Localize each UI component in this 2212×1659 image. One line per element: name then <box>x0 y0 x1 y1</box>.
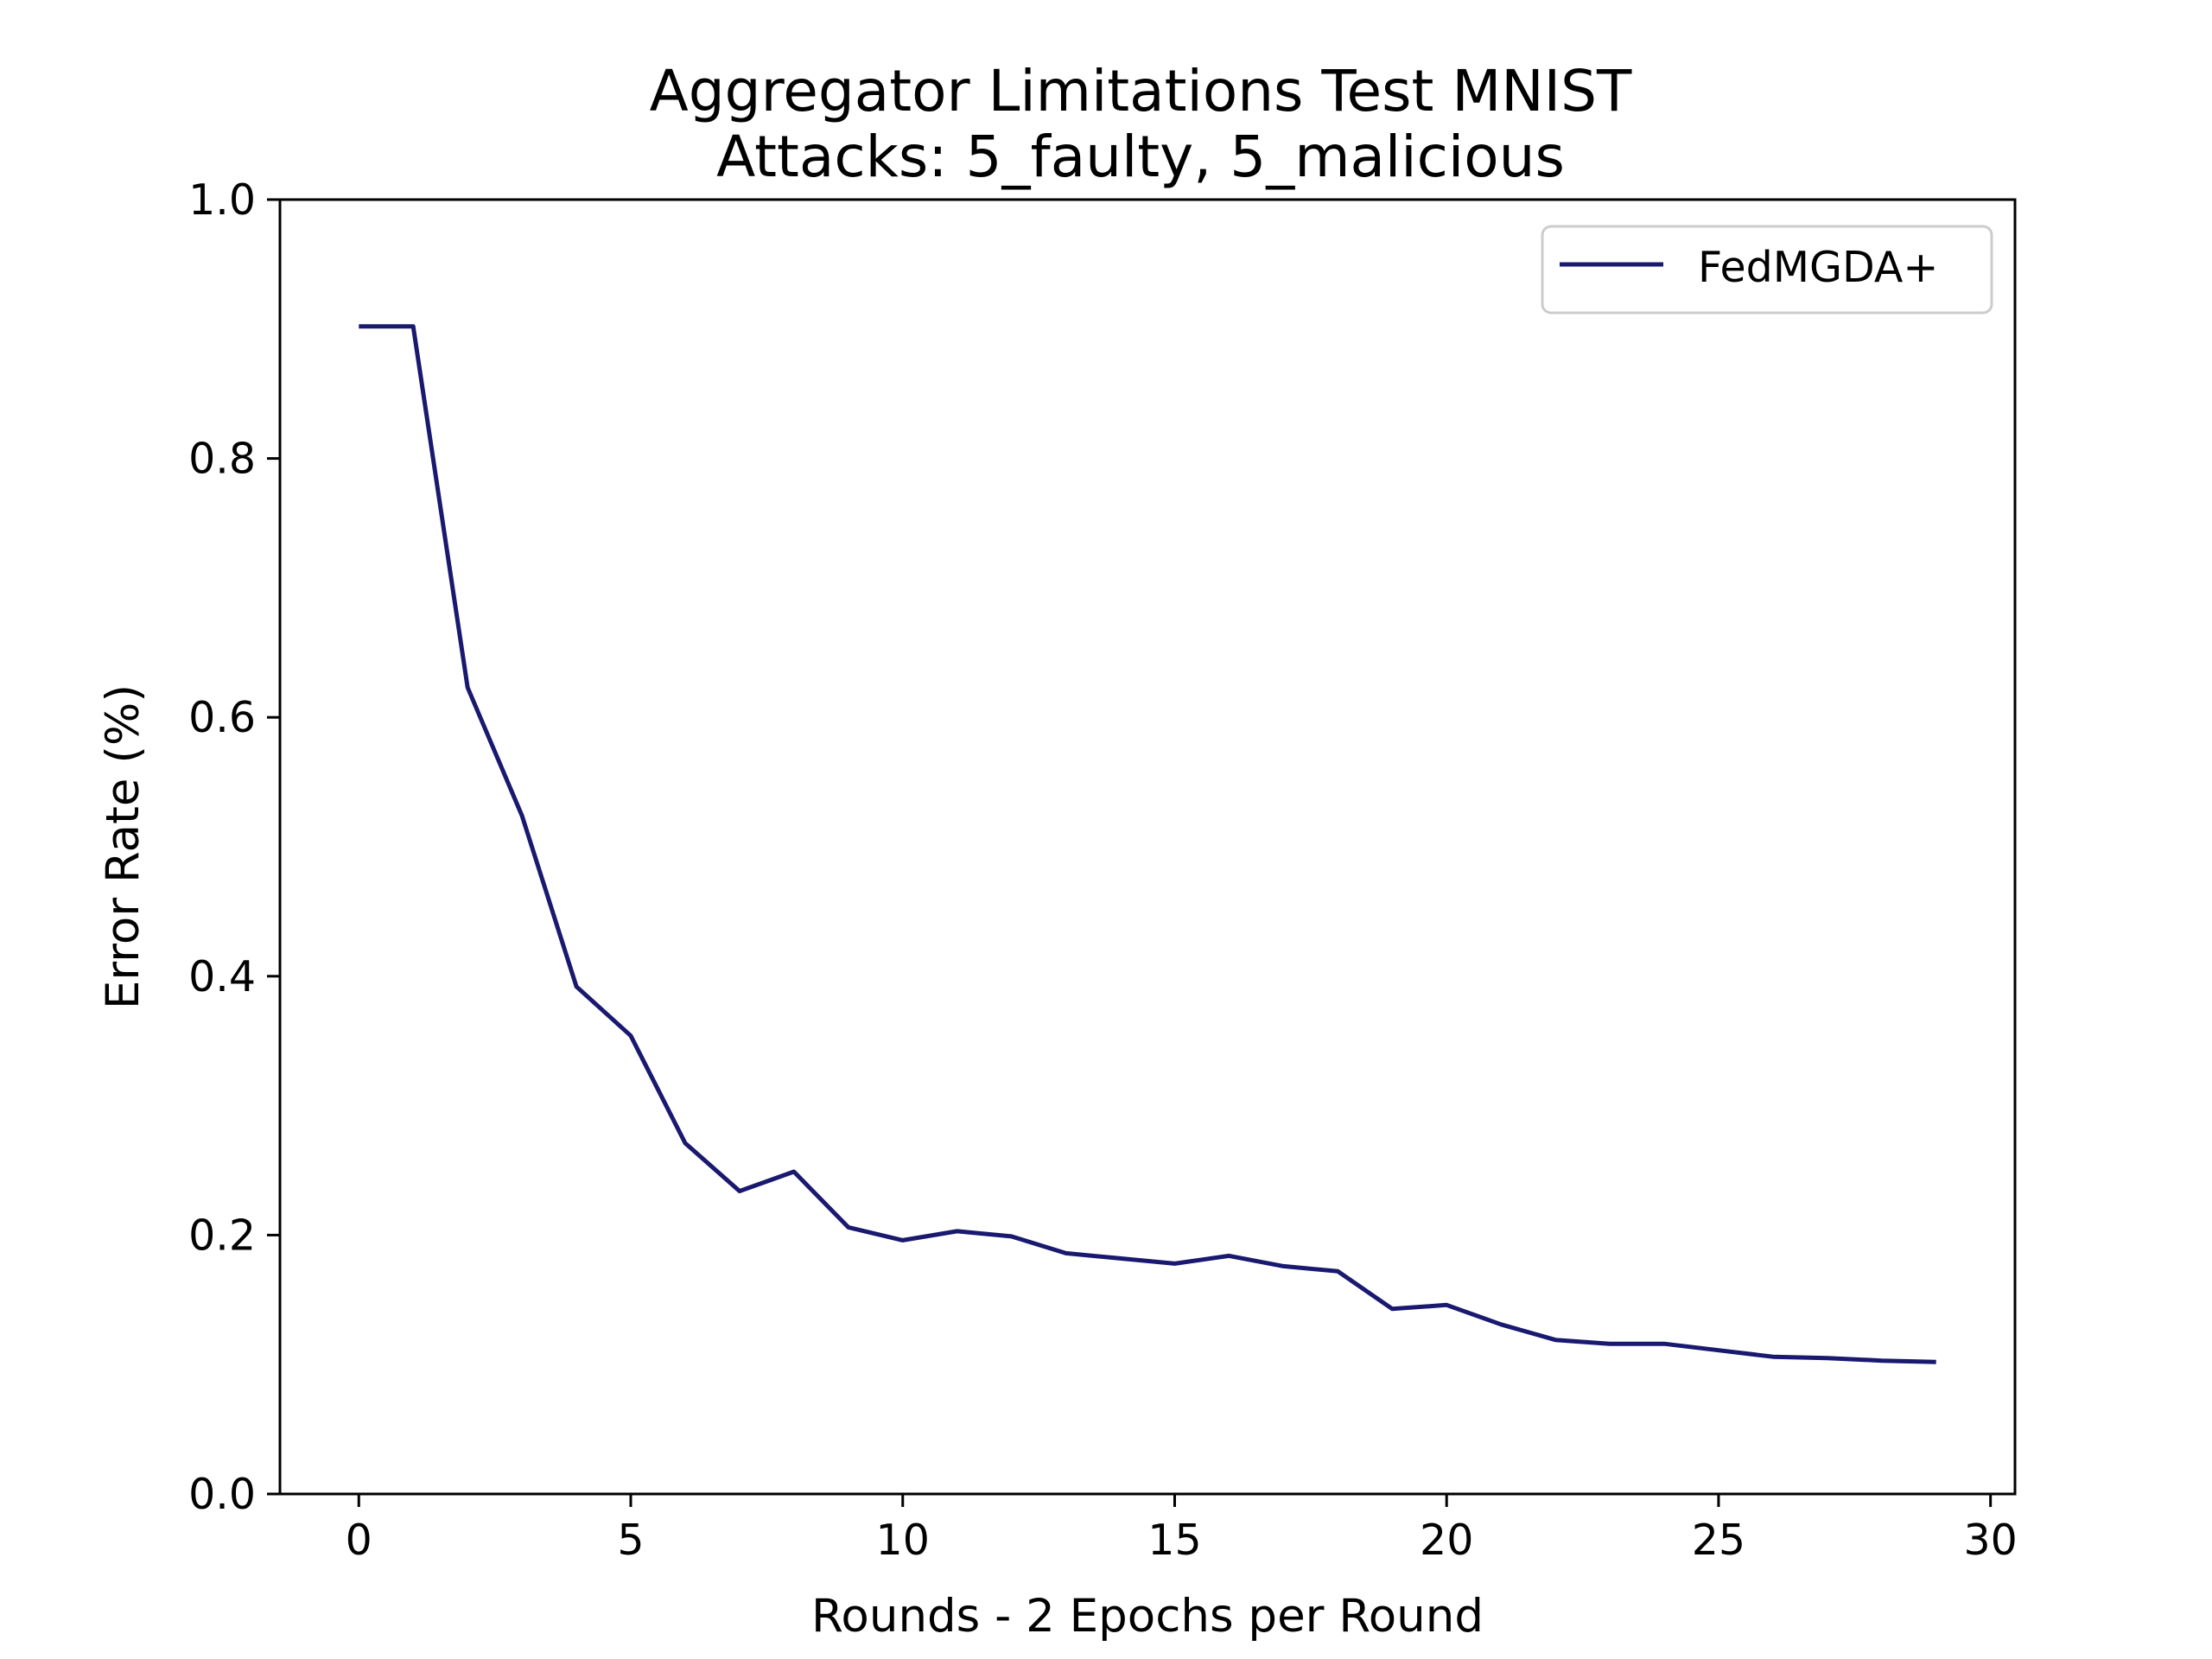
y-tick-label: 0.6 <box>188 693 256 742</box>
y-axis-ticks: 0.0 0.2 0.4 0.6 0.8 1.0 <box>188 175 280 1519</box>
plot-lines <box>359 324 1936 1364</box>
chart-subtitle: Attacks: 5_faulty, 5_malicious <box>716 124 1565 190</box>
legend-label-fedmgda: FedMGDA+ <box>1698 243 1938 292</box>
x-tick-label: 0 <box>346 1516 372 1565</box>
x-tick-label: 25 <box>1692 1516 1745 1565</box>
x-tick-label: 15 <box>1147 1516 1201 1565</box>
y-axis-label: Error Rate (%) <box>97 684 149 1009</box>
x-tick-label: 5 <box>617 1516 644 1565</box>
y-tick-label: 0.8 <box>188 435 256 484</box>
series-line-fedmgda <box>359 324 1936 1364</box>
y-tick-label: 0.4 <box>188 952 256 1001</box>
y-tick-label: 0.0 <box>188 1470 256 1519</box>
x-axis-label: Rounds - 2 Epochs per Round <box>811 1590 1484 1643</box>
y-tick-label: 0.2 <box>188 1211 256 1260</box>
x-tick-label: 10 <box>876 1516 930 1565</box>
x-tick-label: 20 <box>1420 1516 1473 1565</box>
legend: FedMGDA+ <box>1541 225 1993 315</box>
x-axis-ticks: 0 5 10 15 20 25 30 <box>346 1494 2018 1565</box>
x-tick-label: 30 <box>1963 1516 2017 1565</box>
legend-box <box>1541 225 1993 315</box>
chart-title: Aggregator Limitations Test MNIST <box>650 58 1632 124</box>
plot-frame <box>278 198 2017 1496</box>
y-tick-label: 1.0 <box>188 175 256 225</box>
